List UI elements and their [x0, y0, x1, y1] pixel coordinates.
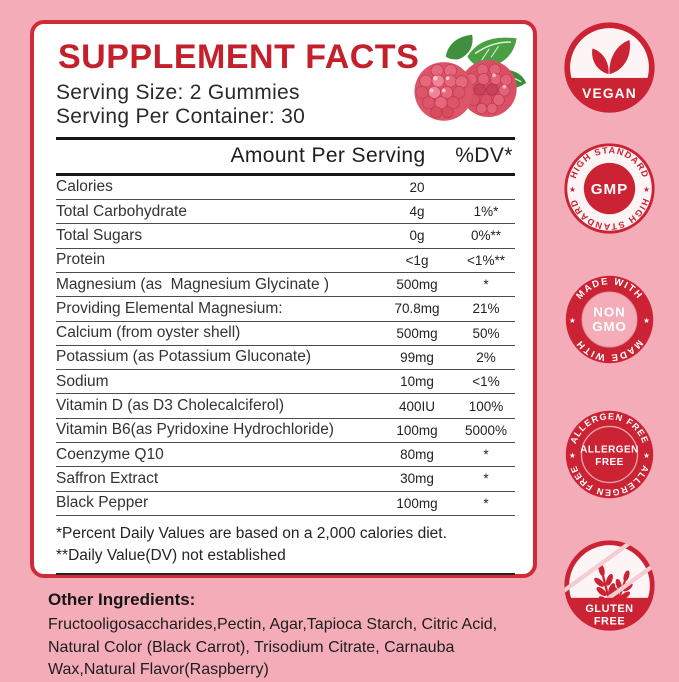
star-icon: ★: [569, 316, 576, 325]
other-ingredients-section: Other Ingredients: Fructooligosaccharide…: [48, 590, 526, 682]
row-label: Total Sugars: [56, 226, 143, 244]
raspberry-front: [414, 62, 474, 121]
gmp-badge: GMP HIGH STANDARD HIGH STANDARD ★ ★: [562, 141, 657, 236]
row-amount: 100mg: [396, 422, 438, 438]
row-label: Providing Elemental Magnesium:: [56, 299, 283, 317]
row-amount: 4g: [409, 204, 425, 220]
row-amount: 400IU: [398, 398, 436, 414]
gluten-line1: GLUTEN: [585, 603, 633, 615]
row-dv: 21%: [472, 301, 500, 317]
allergen-free-badge: ALLERGEN FREE ALLERGEN FREE ALLERGEN FRE…: [562, 407, 657, 502]
table-row: Potassium (as Potassium Gluconate) 99mg 2%: [56, 346, 515, 371]
raspberry-icon: [414, 34, 527, 121]
row-label: Black Pepper: [56, 494, 149, 512]
row-dv: 100%: [468, 398, 504, 414]
raspberry-illustration: [387, 28, 529, 132]
other-ingredients-text: Fructooligosaccharides,Pectin, Agar,Tapi…: [48, 616, 498, 679]
divider-top: [56, 136, 515, 140]
table-row: Magnesium (as Magnesium Glycinate ) 500mg…: [56, 273, 515, 298]
row-label: Magnesium (as Magnesium Glycinate ): [56, 275, 330, 293]
row-amount: 99mg: [400, 349, 434, 365]
row-amount: 20: [409, 179, 425, 195]
vegan-label: VEGAN: [582, 86, 637, 101]
star-icon: ★: [643, 316, 650, 325]
divider-header: [56, 172, 515, 176]
table-row: Calcium (from oyster shell) 500mg 50%: [56, 322, 515, 346]
gluten-line2: FREE: [594, 615, 625, 627]
facts-table: Calories 20 Total Carbohydrate 4g 1%* Total S…: [56, 176, 515, 516]
row-amount: 70.8mg: [394, 301, 440, 317]
row-dv: <1%: [472, 374, 500, 390]
row-label: Vitamin D (as D3 Cholecalciferol): [56, 397, 284, 415]
footnote-not-established: **Daily Value(DV) not established: [56, 547, 286, 565]
serving-size: Serving Size: 2 Gummies: [56, 81, 300, 104]
row-amount: 10mg: [400, 374, 434, 390]
non-gmo-line2: GMO: [592, 319, 627, 334]
footnotes: *Percent Daily Values are based on a 2,0…: [56, 523, 515, 568]
table-row: Protein <1g <1%**: [56, 249, 515, 273]
table-row: Total Carbohydrate 4g 1%*: [56, 200, 515, 225]
row-dv: *: [483, 447, 489, 463]
row-label: Coenzyme Q10: [56, 445, 164, 463]
row-label: Potassium (as Potassium Gluconate): [56, 348, 311, 366]
non-gmo-line1: NON: [593, 305, 625, 320]
row-label: Sodium: [56, 372, 109, 390]
star-icon: ★: [569, 185, 576, 194]
star-icon: ★: [569, 451, 576, 460]
row-dv: 1%*: [473, 204, 499, 220]
table-row: Vitamin D (as D3 Cholecalciferol) 400IU 10…: [56, 394, 515, 419]
leaf-icon: [592, 39, 630, 75]
row-dv: *: [483, 471, 489, 487]
divider-bottom: [56, 572, 515, 575]
other-ingredients-heading: Other Ingredients:: [48, 590, 196, 609]
table-row: Calories 20: [56, 176, 515, 201]
row-dv: 5000%: [464, 422, 508, 438]
star-icon: ★: [643, 451, 650, 460]
row-label: Vitamin B6(as Pyridoxine Hydrochloride): [56, 421, 334, 439]
table-row: Coenzyme Q10 80mg *: [56, 443, 515, 468]
column-header-amount: Amount Per Serving: [230, 144, 426, 168]
row-amount: 30mg: [400, 471, 434, 487]
non-gmo-badge: NON GMO MADE WITH MADE WITH ★ ★: [562, 272, 657, 367]
supplement-facts-panel: SUPPLEMENT FACTS Serving Size: 2 Gummies…: [30, 20, 537, 578]
column-header-dv: %DV*: [455, 144, 513, 168]
row-dv: <1%**: [467, 252, 505, 268]
row-dv: *: [483, 277, 489, 293]
row-label: Calories: [56, 178, 113, 196]
row-label: Protein: [56, 251, 106, 269]
row-dv: 0%**: [470, 228, 502, 244]
table-header: Amount Per Serving %DV*: [56, 140, 515, 173]
serving-per-container: Serving Per Container: 30: [56, 105, 306, 129]
row-amount: 500mg: [396, 325, 438, 341]
panel-title: SUPPLEMENT FACTS: [58, 38, 420, 76]
row-dv: 50%: [472, 325, 500, 341]
row-label: Calcium (from oyster shell): [56, 324, 241, 342]
table-row: Black Pepper 100mg *: [56, 492, 515, 516]
row-amount: 0g: [409, 228, 425, 244]
row-dv: *: [483, 495, 489, 511]
vegan-badge: VEGAN: [562, 20, 657, 115]
row-label: Saffron Extract: [56, 469, 159, 487]
row-amount: 100mg: [396, 495, 438, 511]
allergen-line1: ALLERGEN: [580, 445, 639, 456]
row-amount: 80mg: [400, 447, 434, 463]
table-row: Total Sugars 0g 0%**: [56, 224, 515, 249]
table-row: Providing Elemental Magnesium: 70.8mg 21%: [56, 297, 515, 322]
table-row: Saffron Extract 30mg *: [56, 467, 515, 492]
table-row: Vitamin B6(as Pyridoxine Hydrochloride) 1…: [56, 419, 515, 443]
gluten-free-badge: GLUTEN FREE: [562, 538, 657, 633]
footnote-dv: *Percent Daily Values are based on a 2,0…: [56, 524, 447, 542]
star-icon: ★: [643, 185, 650, 194]
table-row: Sodium 10mg <1%: [56, 370, 515, 395]
allergen-line2: FREE: [595, 457, 624, 468]
gmp-label: GMP: [591, 181, 628, 198]
row-label: Total Carbohydrate: [56, 202, 187, 220]
row-amount: <1g: [405, 252, 429, 268]
row-dv: 2%: [476, 349, 496, 365]
row-amount: 500mg: [396, 277, 438, 293]
